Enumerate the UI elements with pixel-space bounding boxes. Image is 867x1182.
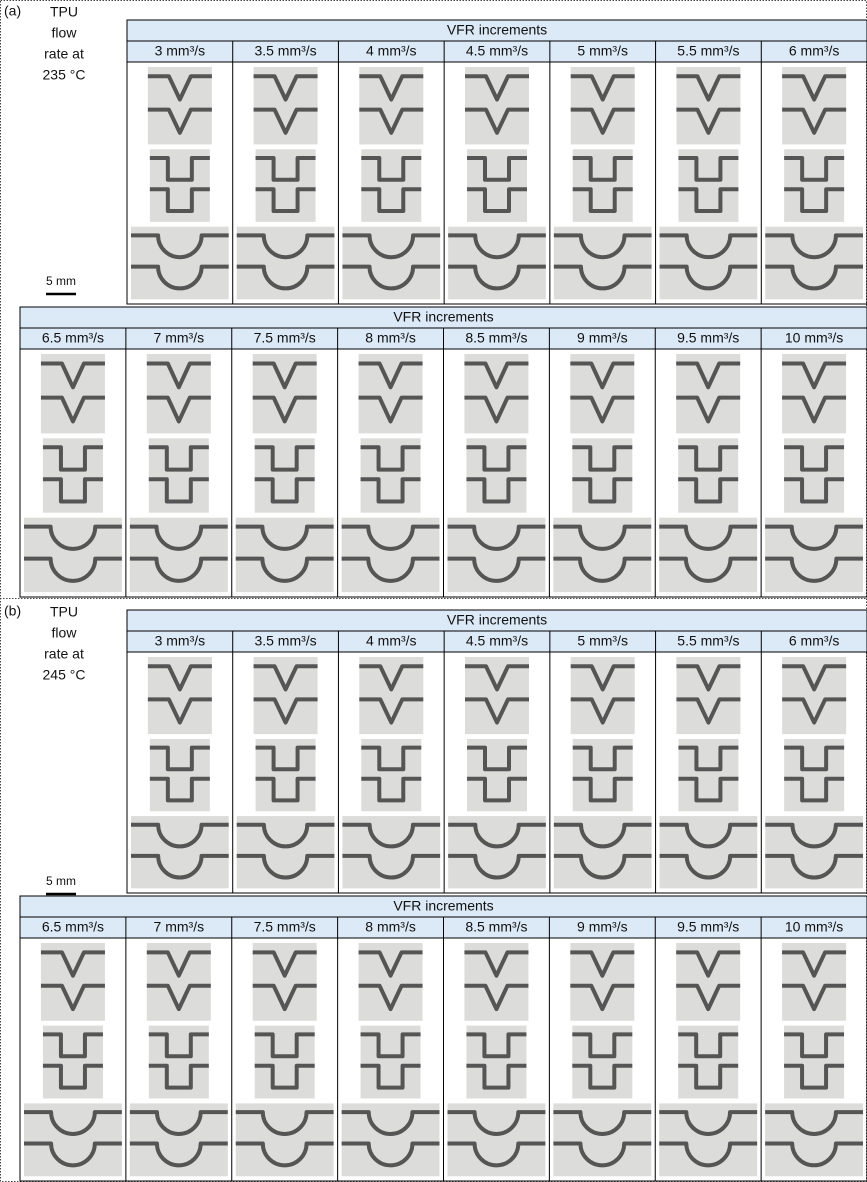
scale-bar-label: 5 mm: [46, 274, 76, 288]
column-header: 8 mm³/s: [365, 330, 416, 346]
column-header: 6.5 mm³/s: [42, 919, 104, 935]
column-header: 6 mm³/s: [789, 633, 840, 649]
column-header: 5.5 mm³/s: [677, 633, 739, 649]
column-header: 3 mm³/s: [155, 43, 206, 59]
scale-bar-label: 5 mm: [46, 874, 76, 888]
figure: (a) TPU flow rate at 235 °C 5 mm VFR increment…: [0, 0, 867, 1182]
column-header: 9 mm³/s: [577, 919, 628, 935]
column-header: 5.5 mm³/s: [677, 43, 739, 59]
panel-caption: flow: [52, 25, 78, 41]
column-header: 4.5 mm³/s: [466, 633, 528, 649]
column-header: 5 mm³/s: [577, 633, 628, 649]
column-header: 6.5 mm³/s: [42, 330, 104, 346]
column-header: 3 mm³/s: [155, 633, 206, 649]
column-header: 9 mm³/s: [577, 330, 628, 346]
table: VFR increments 3 mm³/s 3.5 mm³/s 4 mm³/s 4.5…: [127, 20, 867, 304]
table: VFR increments 3 mm³/s 3.5 mm³/s 4 mm³/s 4.5…: [127, 610, 867, 893]
panel-caption: rate at: [44, 646, 84, 662]
column-header: 9.5 mm³/s: [677, 330, 739, 346]
table-title: VFR increments: [447, 612, 547, 628]
column-header: 8.5 mm³/s: [465, 330, 527, 346]
column-header: 10 mm³/s: [785, 330, 843, 346]
column-header: 3.5 mm³/s: [254, 633, 316, 649]
table-title: VFR increments: [393, 898, 493, 914]
column-header: 7.5 mm³/s: [254, 919, 316, 935]
column-header: 7 mm³/s: [154, 330, 205, 346]
table-title: VFR increments: [447, 22, 547, 38]
panel-caption: flow: [52, 625, 78, 641]
column-header: 8.5 mm³/s: [465, 919, 527, 935]
column-header: 8 mm³/s: [365, 919, 416, 935]
column-header: 7.5 mm³/s: [254, 330, 316, 346]
panel-label: (b): [4, 603, 21, 619]
column-header: 4 mm³/s: [366, 633, 417, 649]
column-header: 7 mm³/s: [154, 919, 205, 935]
column-header: 3.5 mm³/s: [254, 43, 316, 59]
panel-label: (a): [4, 3, 21, 19]
panel-caption: 245 °C: [43, 667, 86, 683]
column-header: 6 mm³/s: [789, 43, 840, 59]
table-title: VFR increments: [393, 309, 493, 325]
table: VFR increments 6.5 mm³/s 7 mm³/s 7.5 mm³/s 8…: [20, 896, 867, 1181]
table: VFR increments 6.5 mm³/s 7 mm³/s 7.5 mm³/s 8…: [20, 307, 867, 597]
panel-caption: TPU: [50, 4, 78, 20]
column-header: 9.5 mm³/s: [677, 919, 739, 935]
column-header: 4.5 mm³/s: [466, 43, 528, 59]
panel-caption: 235 °C: [43, 67, 86, 83]
column-header: 5 mm³/s: [577, 43, 628, 59]
column-header: 10 mm³/s: [785, 919, 843, 935]
panel-caption: TPU: [50, 604, 78, 620]
column-header: 4 mm³/s: [366, 43, 417, 59]
panel-caption: rate at: [44, 46, 84, 62]
